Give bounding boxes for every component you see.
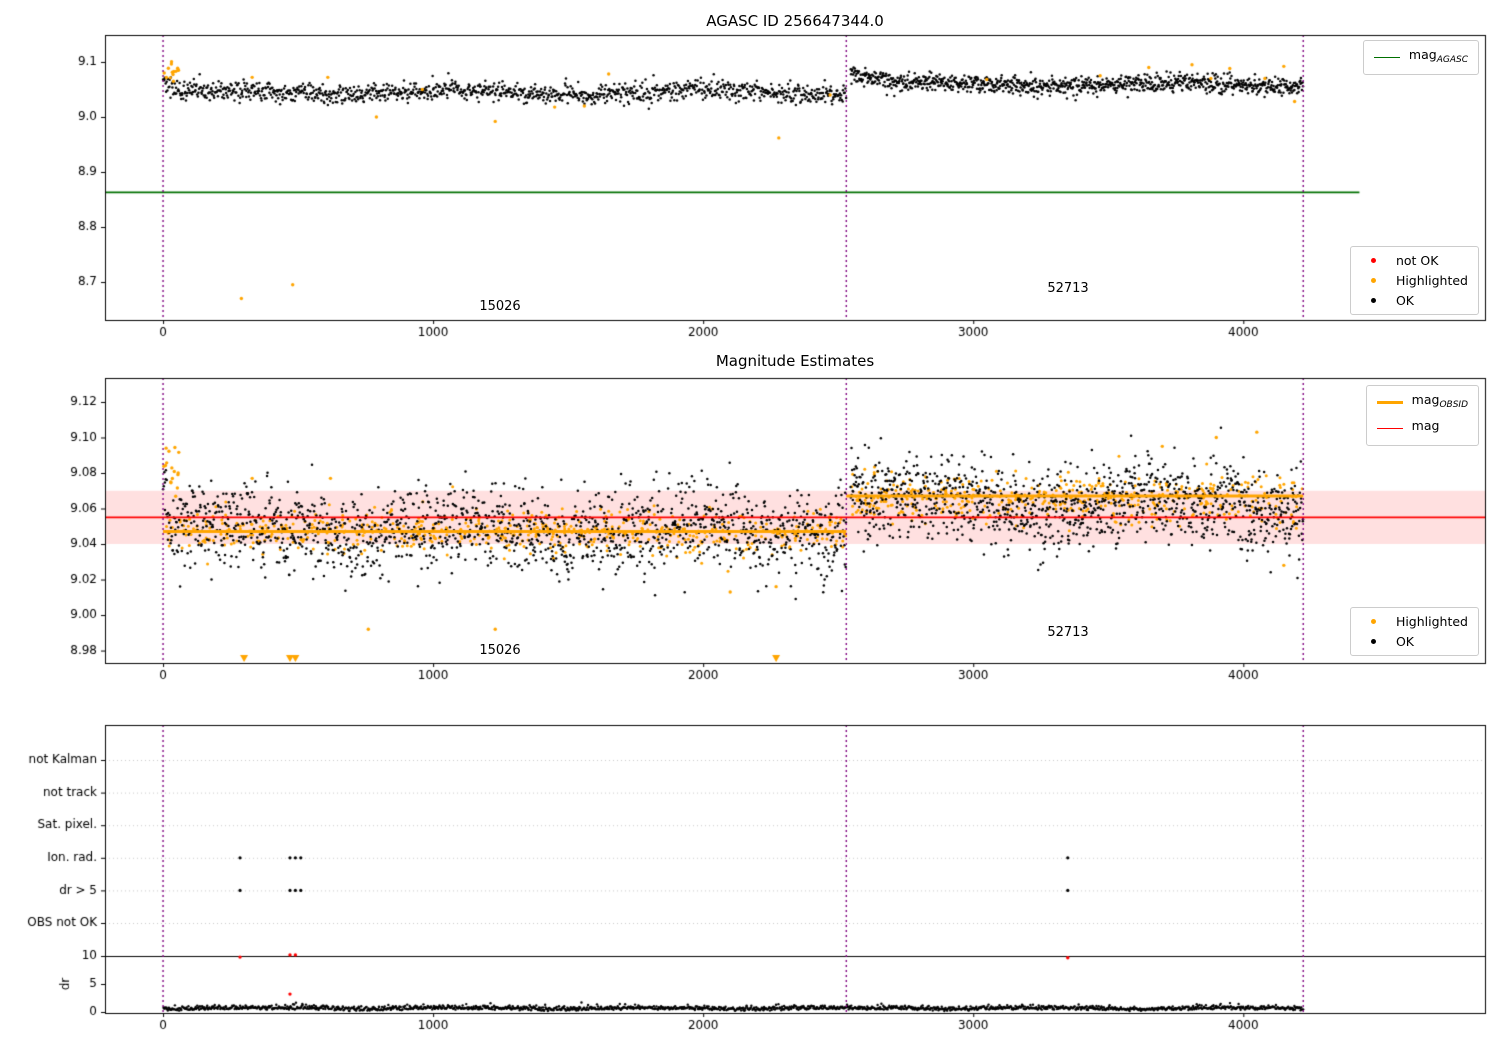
legend-marker-slot xyxy=(1376,401,1403,404)
legend-label-ok: OK xyxy=(1395,634,1414,649)
obsid-label-15026-plot2: 15026 xyxy=(479,643,521,658)
legend-item-mag-agasc: magAGASC xyxy=(1373,47,1468,68)
legend-label-highlighted: Highlighted xyxy=(1395,614,1468,629)
legend-plot2-lines: magOBSID mag xyxy=(1365,385,1479,446)
plot2-title: Magnitude Estimates xyxy=(715,352,875,370)
obsid-label-52713-plot2: 52713 xyxy=(1047,625,1089,640)
obsid-label-15026-plot1: 15026 xyxy=(479,299,521,314)
legend-item-ok: OK xyxy=(1361,634,1468,649)
legend-plot1-points: not OK Highlighted OK xyxy=(1349,246,1479,315)
obsid-label-52713-plot1: 52713 xyxy=(1047,281,1089,296)
mag-obsid-line-swatch xyxy=(1376,401,1403,404)
mag-agasc-line-swatch xyxy=(1373,57,1400,58)
legend-item-not-ok: not OK xyxy=(1361,253,1468,268)
legend-label-not-ok: not OK xyxy=(1395,253,1439,268)
legend-label-ok: OK xyxy=(1395,293,1414,308)
legend-label-mag-obsid: magOBSID xyxy=(1411,392,1468,410)
legend-marker-slot xyxy=(1361,298,1387,303)
legend-label-mag-agasc: magAGASC xyxy=(1408,47,1468,65)
legend-item-highlighted: Highlighted xyxy=(1361,614,1468,629)
ok-dot-icon xyxy=(1371,298,1377,303)
highlighted-dot-icon xyxy=(1371,278,1377,283)
mag-line-swatch xyxy=(1376,428,1403,429)
legend-marker-slot xyxy=(1361,639,1387,644)
plot1-title: AGASC ID 256647344.0 xyxy=(706,12,884,30)
legend-mag-agasc: magAGASC xyxy=(1362,40,1479,75)
legend-marker-slot xyxy=(1361,278,1387,283)
legend-marker-slot xyxy=(1361,619,1387,624)
legend-item-mag: mag xyxy=(1376,418,1468,439)
not-ok-dot-icon xyxy=(1371,258,1377,263)
legend-label-highlighted: Highlighted xyxy=(1395,273,1468,288)
legend-marker-slot xyxy=(1376,428,1403,429)
legend-label-mag: mag xyxy=(1411,418,1440,433)
legend-marker-slot xyxy=(1361,258,1387,263)
ok-dot-icon xyxy=(1371,639,1377,644)
legend-marker-slot xyxy=(1373,57,1400,58)
highlighted-dot-icon xyxy=(1371,619,1377,624)
legend-item-highlighted: Highlighted xyxy=(1361,273,1468,288)
legend-item-mag-obsid: magOBSID xyxy=(1376,392,1468,413)
legend-item-ok: OK xyxy=(1361,293,1468,308)
legend-plot2-points: Highlighted OK xyxy=(1349,607,1479,656)
